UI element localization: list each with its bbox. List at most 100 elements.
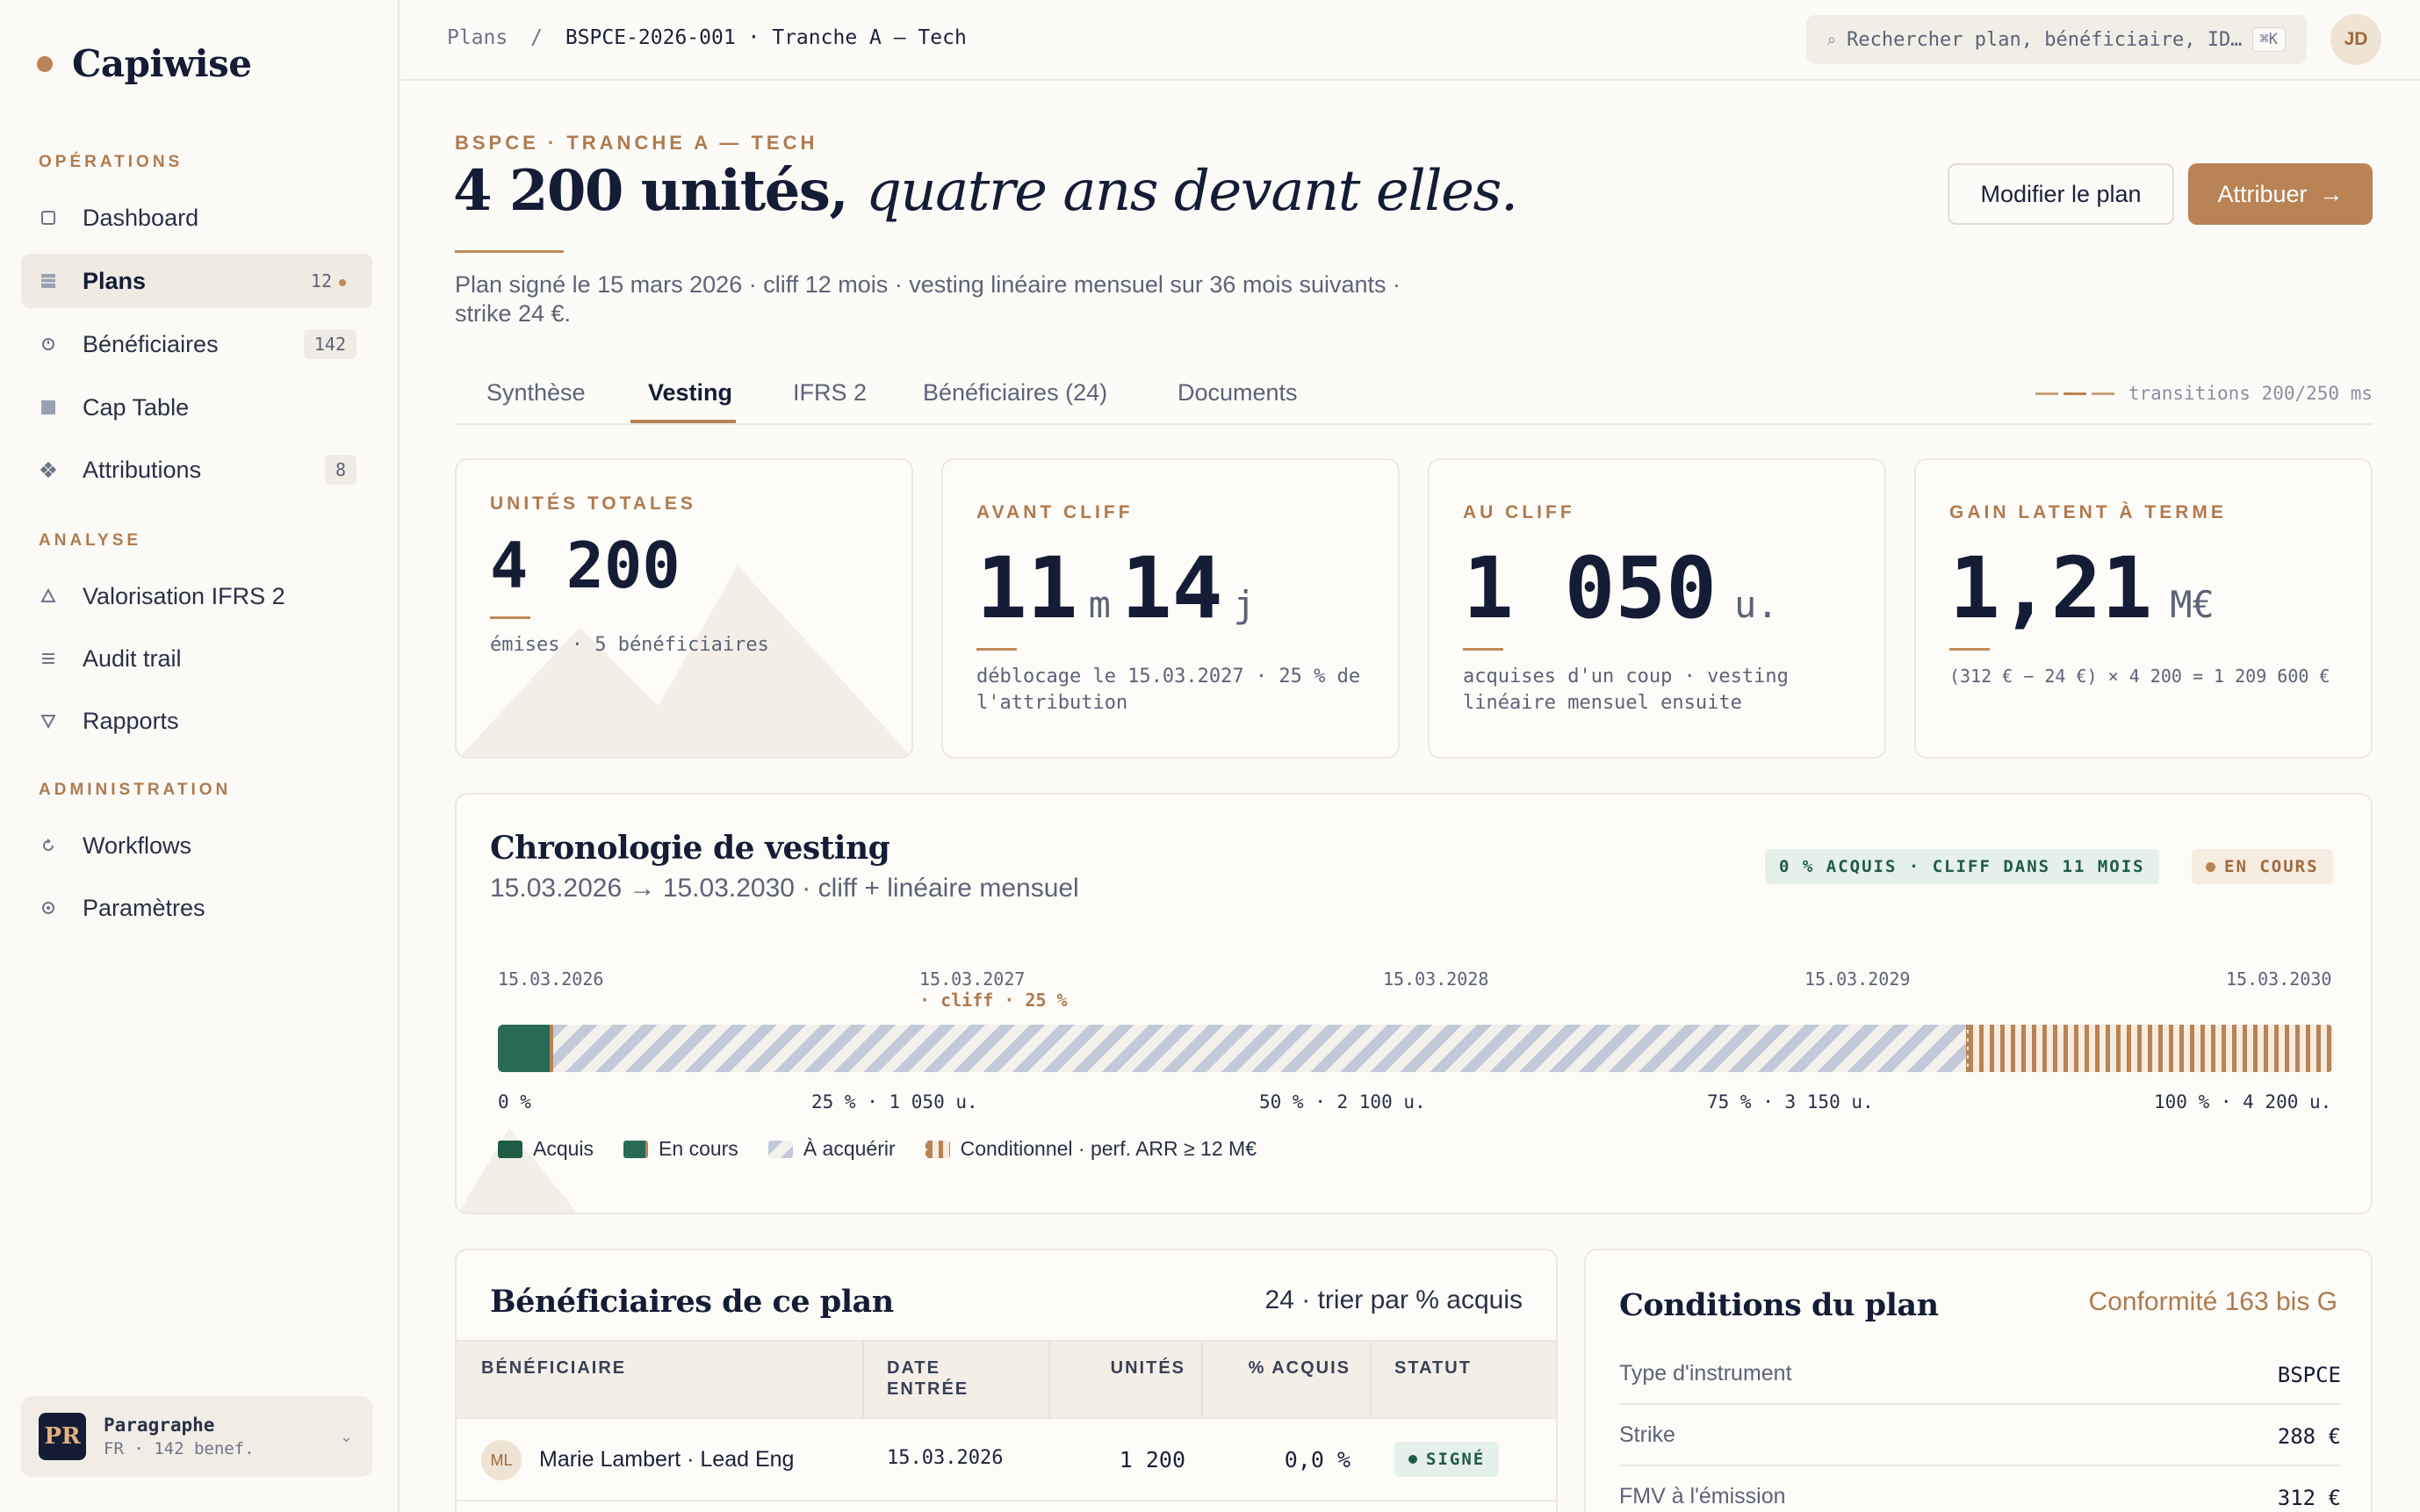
tab-synthese[interactable]: Synthèse [486,379,586,406]
plan-conditions-card: Conditions du plan Conformité 163 bis G … [1584,1249,2373,1512]
sidebar-item-workflows[interactable]: Workflows [21,818,372,873]
chevron-down-icon: ⌄ [339,1427,353,1445]
user-avatar[interactable]: JD [2330,14,2381,65]
breadcrumb-root[interactable]: Plans [447,26,508,49]
conditions-title: Conditions du plan [1619,1287,1939,1323]
acquired-pct-value: 0,0 % [1284,1447,1350,1472]
tab-beneficiaires[interactable]: Bénéficiaires (24) [923,379,1108,406]
condition-row-instrument: Type d'instrument BSPCE [1619,1343,2341,1405]
sidebar-item-label: Cap Table [83,393,190,421]
plan-description: Plan signé le 15 mars 2026 · cliff 12 mo… [455,271,1401,327]
avatar: ML [481,1440,522,1480]
sidebar: Capiwise OPÉRATIONS Dashboard Plans 12 B… [0,0,400,1512]
kpi-divider [1463,648,1503,651]
timeline-legend: Acquis En cours À acquérir Conditionnel … [498,1137,1286,1161]
sidebar-item-label: Bénéficiaires [83,330,219,357]
cliff-marker-label: · cliff · 25 % [919,990,1068,1011]
app-name: Capiwise [72,42,252,85]
sidebar-item-beneficiaires[interactable]: Bénéficiaires 142 [21,317,372,371]
sidebar-item-attributions[interactable]: Attributions 8 [21,443,372,497]
page-title: 4 200 unités, quatre ans devant elles. [453,158,1518,224]
section-title-administration: ADMINISTRATION [39,781,232,799]
timeline-date: 15.03.2030 [2226,968,2332,990]
table-icon [39,398,58,417]
column-divider [1201,1342,1203,1419]
sidebar-item-audit-trail[interactable]: Audit trail [21,631,372,686]
condition-value: BSPCE [2277,1363,2341,1387]
dash-icon [2091,392,2114,395]
dash-icon [2035,392,2058,395]
workspace-name: Paragraphe [104,1415,215,1436]
sidebar-item-rapports[interactable]: Rapports [21,694,372,748]
column-header[interactable]: DATE ENTRÉE [887,1358,969,1399]
compliance-label: Conformité 163 bis G [2088,1287,2337,1316]
triangle-icon [39,587,58,606]
unread-dot-icon [339,278,346,286]
beneficiaries-title: Bénéficiaires de ce plan [490,1284,894,1320]
milestone-label: 75 % · 3 150 u. [1707,1091,1874,1112]
condition-value: 288 € [2277,1424,2341,1449]
tab-vesting[interactable]: Vesting [648,379,733,406]
column-divider [1370,1342,1372,1419]
diamond-icon [39,460,58,479]
topbar: Plans / BSPCE-2026-001 · Tranche A — Tec… [401,0,2420,81]
logo-dot-icon [37,55,53,72]
kpi-value: 11 m 14 j [976,539,1256,637]
timeline-date: 15.03.2029 [1804,968,1911,990]
kpi-subtext: déblocage le 15.03.2027 · 25 % de l'attr… [976,666,1361,714]
column-header[interactable]: BÉNÉFICIAIRE [481,1358,627,1378]
segment-to-acquire [553,1025,1966,1072]
kpi-divider [1949,648,1990,651]
sidebar-item-label: Rapports [83,707,179,734]
kpi-value: 1 050 u. [1463,539,1779,637]
sidebar-item-cap-table[interactable]: Cap Table [21,380,372,435]
column-header[interactable]: % ACQUIS [1248,1358,1350,1378]
grid-icon [39,271,58,291]
condition-row-fmv: FMV à l'émission 312 € [1619,1466,2341,1512]
kpi-label: GAIN LATENT À TERME [1949,502,2227,522]
tab-ifrs2[interactable]: IFRS 2 [793,379,868,406]
assign-button[interactable]: Attribuer → [2188,163,2373,225]
app-logo[interactable]: Capiwise [37,42,252,85]
section-title-analyse: ANALYSE [39,531,142,550]
workspace-switcher[interactable]: PR Paragraphe FR · 142 benef. ⌄ [21,1396,372,1477]
active-tab-indicator [630,420,736,423]
list-icon [39,649,58,668]
column-header[interactable]: STATUT [1394,1358,1472,1378]
refresh-icon [39,836,58,855]
milestone-label: 100 % · 4 200 u. [2154,1091,2332,1112]
legend-swatch [767,1140,793,1158]
square-icon [39,208,58,227]
edit-plan-button[interactable]: Modifier le plan [1948,163,2174,225]
edit-plan-label: Modifier le plan [1980,180,2142,207]
workspace-sub: FR · 142 benef. [104,1439,255,1458]
kpi-label: AVANT CLIFF [976,502,1134,522]
breadcrumb: Plans / BSPCE-2026-001 · Tranche A — Tec… [447,26,967,49]
sort-control[interactable]: 24 · trier par % acquis [1264,1285,1523,1314]
count-badge: 12 [300,266,357,296]
sidebar-item-dashboard[interactable]: Dashboard [21,191,372,245]
sidebar-item-parametres[interactable]: Paramètres [21,881,372,935]
search-input[interactable]: ⌕ Rechercher plan, bénéficiaire, ID… ⌘K [1806,15,2307,64]
kpi-card-total-units: UNITÉS TOTALES 4 200 émises · 5 bénéfici… [455,458,913,759]
tab-documents[interactable]: Documents [1178,379,1298,406]
milestone-label: 0 % [498,1091,531,1112]
units-value: 1 200 [1119,1447,1185,1472]
search-placeholder: Rechercher plan, bénéficiaire, ID… [1847,28,2243,51]
legend-swatch [623,1140,649,1158]
triangle-down-icon [39,711,58,731]
timeline-date: 15.03.2027 [919,968,1026,990]
status-dot-icon [1408,1455,1417,1464]
running-status-badge: EN COURS [2192,849,2333,884]
count-badge: 8 [324,455,357,485]
kpi-card-before-cliff: AVANT CLIFF 11 m 14 j déblocage le 15.03.20… [941,458,1400,759]
clock-icon [39,335,58,354]
page-title-italic: quatre ans devant elles. [865,159,1518,224]
table-header: BÉNÉFICIAIRE DATE ENTRÉE UNITÉS % ACQUIS… [457,1340,1556,1419]
sidebar-item-label: Paramètres [83,894,205,921]
column-header[interactable]: UNITÉS [1110,1358,1185,1378]
kpi-subtext: acquises d'un coup · vesting linéaire me… [1463,666,1789,714]
sidebar-item-plans[interactable]: Plans 12 [21,254,372,308]
sidebar-item-valorisation[interactable]: Valorisation IFRS 2 [21,569,372,623]
table-row[interactable]: ML Marie Lambert · Lead Eng 15.03.2026 1… [457,1419,1556,1501]
